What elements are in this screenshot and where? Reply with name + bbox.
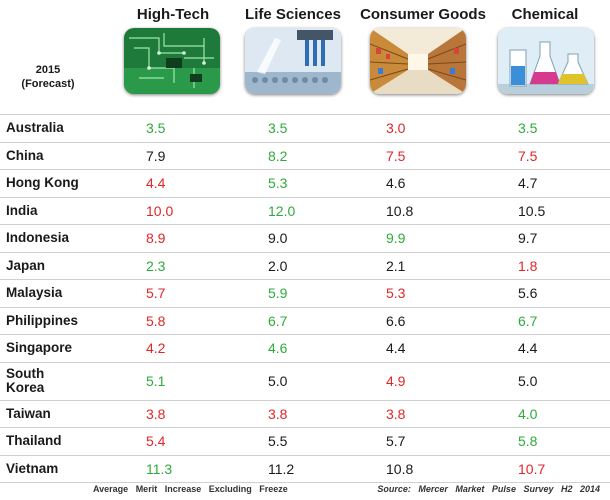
value-cell: 10.8 <box>386 460 414 477</box>
value-cell: 8.2 <box>268 147 288 164</box>
value-cell: 3.8 <box>268 405 288 422</box>
table-row: Hong Kong 4.4 5.3 4.6 4.7 <box>0 170 610 198</box>
country-label: Australia <box>6 120 64 136</box>
value-cell: 7.5 <box>386 147 406 164</box>
value-cell: 4.4 <box>386 340 406 357</box>
forecast-label: (Forecast) <box>21 78 75 90</box>
table-row: Japan 2.3 2.0 2.1 1.8 <box>0 253 610 280</box>
value-cell: 5.7 <box>386 433 406 450</box>
country-label: Malaysia <box>6 285 63 301</box>
source-note: Source: Mercer Market Pulse Survey H2 20… <box>377 484 600 494</box>
value-cell: 5.1 <box>146 373 166 389</box>
table-row: Taiwan 3.8 3.8 3.8 4.0 <box>0 401 610 428</box>
lab-pipette-icon <box>245 28 341 94</box>
value-cell: 2.3 <box>146 257 166 274</box>
table-row: Philippines 5.8 6.7 6.6 6.7 <box>0 308 610 335</box>
value-cell: 8.9 <box>146 230 166 247</box>
country-label: China <box>6 147 44 163</box>
value-cell: 6.6 <box>386 312 406 329</box>
value-cell: 5.3 <box>386 285 406 302</box>
column-header-high-tech: High-Tech <box>136 6 210 23</box>
country-label: Thailand <box>6 433 62 449</box>
value-cell: 3.8 <box>146 405 166 422</box>
value-cell: 4.4 <box>146 175 166 192</box>
table-row: India 10.0 12.0 10.8 10.5 <box>0 198 610 225</box>
supermarket-aisle-icon <box>370 28 466 94</box>
value-cell: 4.7 <box>518 175 538 192</box>
value-cell: 5.0 <box>268 373 288 389</box>
value-cell: 4.4 <box>518 340 538 357</box>
value-cell: 10.5 <box>518 202 546 219</box>
value-cell: 3.5 <box>268 120 288 137</box>
table-row: Thailand 5.4 5.5 5.7 5.8 <box>0 428 610 456</box>
year-label: 2015 <box>35 64 61 76</box>
country-label: Philippines <box>6 312 79 328</box>
value-cell: 3.0 <box>386 120 406 137</box>
value-cell: 4.6 <box>268 340 288 357</box>
country-label: South Korea <box>6 366 45 395</box>
value-cell: 3.5 <box>146 120 166 137</box>
table-row: Vietnam 11.3 11.2 10.8 10.7 <box>0 456 610 483</box>
value-cell: 4.9 <box>386 373 406 389</box>
value-cell: 3.5 <box>518 120 538 137</box>
table-row: Indonesia 8.9 9.0 9.9 9.7 <box>0 225 610 253</box>
value-cell: 11.3 <box>146 460 173 477</box>
country-label: Indonesia <box>6 230 70 246</box>
value-cell: 11.2 <box>268 460 295 477</box>
value-cell: 6.7 <box>518 312 538 329</box>
value-cell: 5.4 <box>146 433 166 450</box>
value-cell: 5.9 <box>268 285 288 302</box>
value-cell: 5.3 <box>268 175 288 192</box>
country-label: Vietnam <box>6 460 59 476</box>
table-row: China 7.9 8.2 7.5 7.5 <box>0 143 610 170</box>
value-cell: 1.8 <box>518 257 538 274</box>
value-cell: 4.6 <box>386 175 406 192</box>
value-cell: 5.5 <box>268 433 288 450</box>
country-label: Japan <box>6 257 46 273</box>
value-cell: 2.1 <box>386 257 406 274</box>
column-header-chemical: Chemical <box>511 6 579 23</box>
value-cell: 5.8 <box>518 433 538 450</box>
value-cell: 5.7 <box>146 285 166 302</box>
circuit-board-icon <box>124 28 220 94</box>
value-cell: 9.9 <box>386 230 406 247</box>
value-cell: 10.0 <box>146 202 174 219</box>
value-cell: 12.0 <box>268 202 296 219</box>
value-cell: 3.8 <box>386 405 406 422</box>
country-label: Singapore <box>6 340 73 356</box>
footnote: Average Merit Increase Excluding Freeze <box>93 484 288 494</box>
table-row: Malaysia 5.7 5.9 5.3 5.6 <box>0 280 610 308</box>
value-cell: 10.8 <box>386 202 414 219</box>
value-cell: 2.0 <box>268 257 288 274</box>
country-label: Hong Kong <box>6 175 79 191</box>
data-table: Australia 3.5 3.5 3.0 3.5 China 7.9 8.2 7.5 7.5 Ho… <box>0 114 610 483</box>
value-cell: 7.5 <box>518 147 538 164</box>
country-label: India <box>6 202 38 218</box>
value-cell: 4.2 <box>146 340 166 357</box>
value-cell: 9.0 <box>268 230 288 247</box>
value-cell: 5.6 <box>518 285 538 302</box>
value-cell: 7.9 <box>146 147 166 164</box>
value-cell: 9.7 <box>518 230 538 247</box>
value-cell: 5.0 <box>518 373 538 389</box>
country-label: Taiwan <box>6 405 51 421</box>
value-cell: 4.0 <box>518 405 538 422</box>
value-cell: 6.7 <box>268 312 288 329</box>
value-cell: 5.8 <box>146 312 166 329</box>
value-cell: 10.7 <box>518 460 546 477</box>
table-row: South Korea 5.1 5.0 4.9 5.0 <box>0 363 610 401</box>
table-row: Australia 3.5 3.5 3.0 3.5 <box>0 114 610 143</box>
table-row: Singapore 4.2 4.6 4.4 4.4 <box>0 335 610 363</box>
column-header-consumer-goods: Consumer Goods <box>360 6 486 23</box>
chemistry-flask-icon <box>498 28 594 94</box>
column-header-life-sciences: Life Sciences <box>245 6 341 23</box>
